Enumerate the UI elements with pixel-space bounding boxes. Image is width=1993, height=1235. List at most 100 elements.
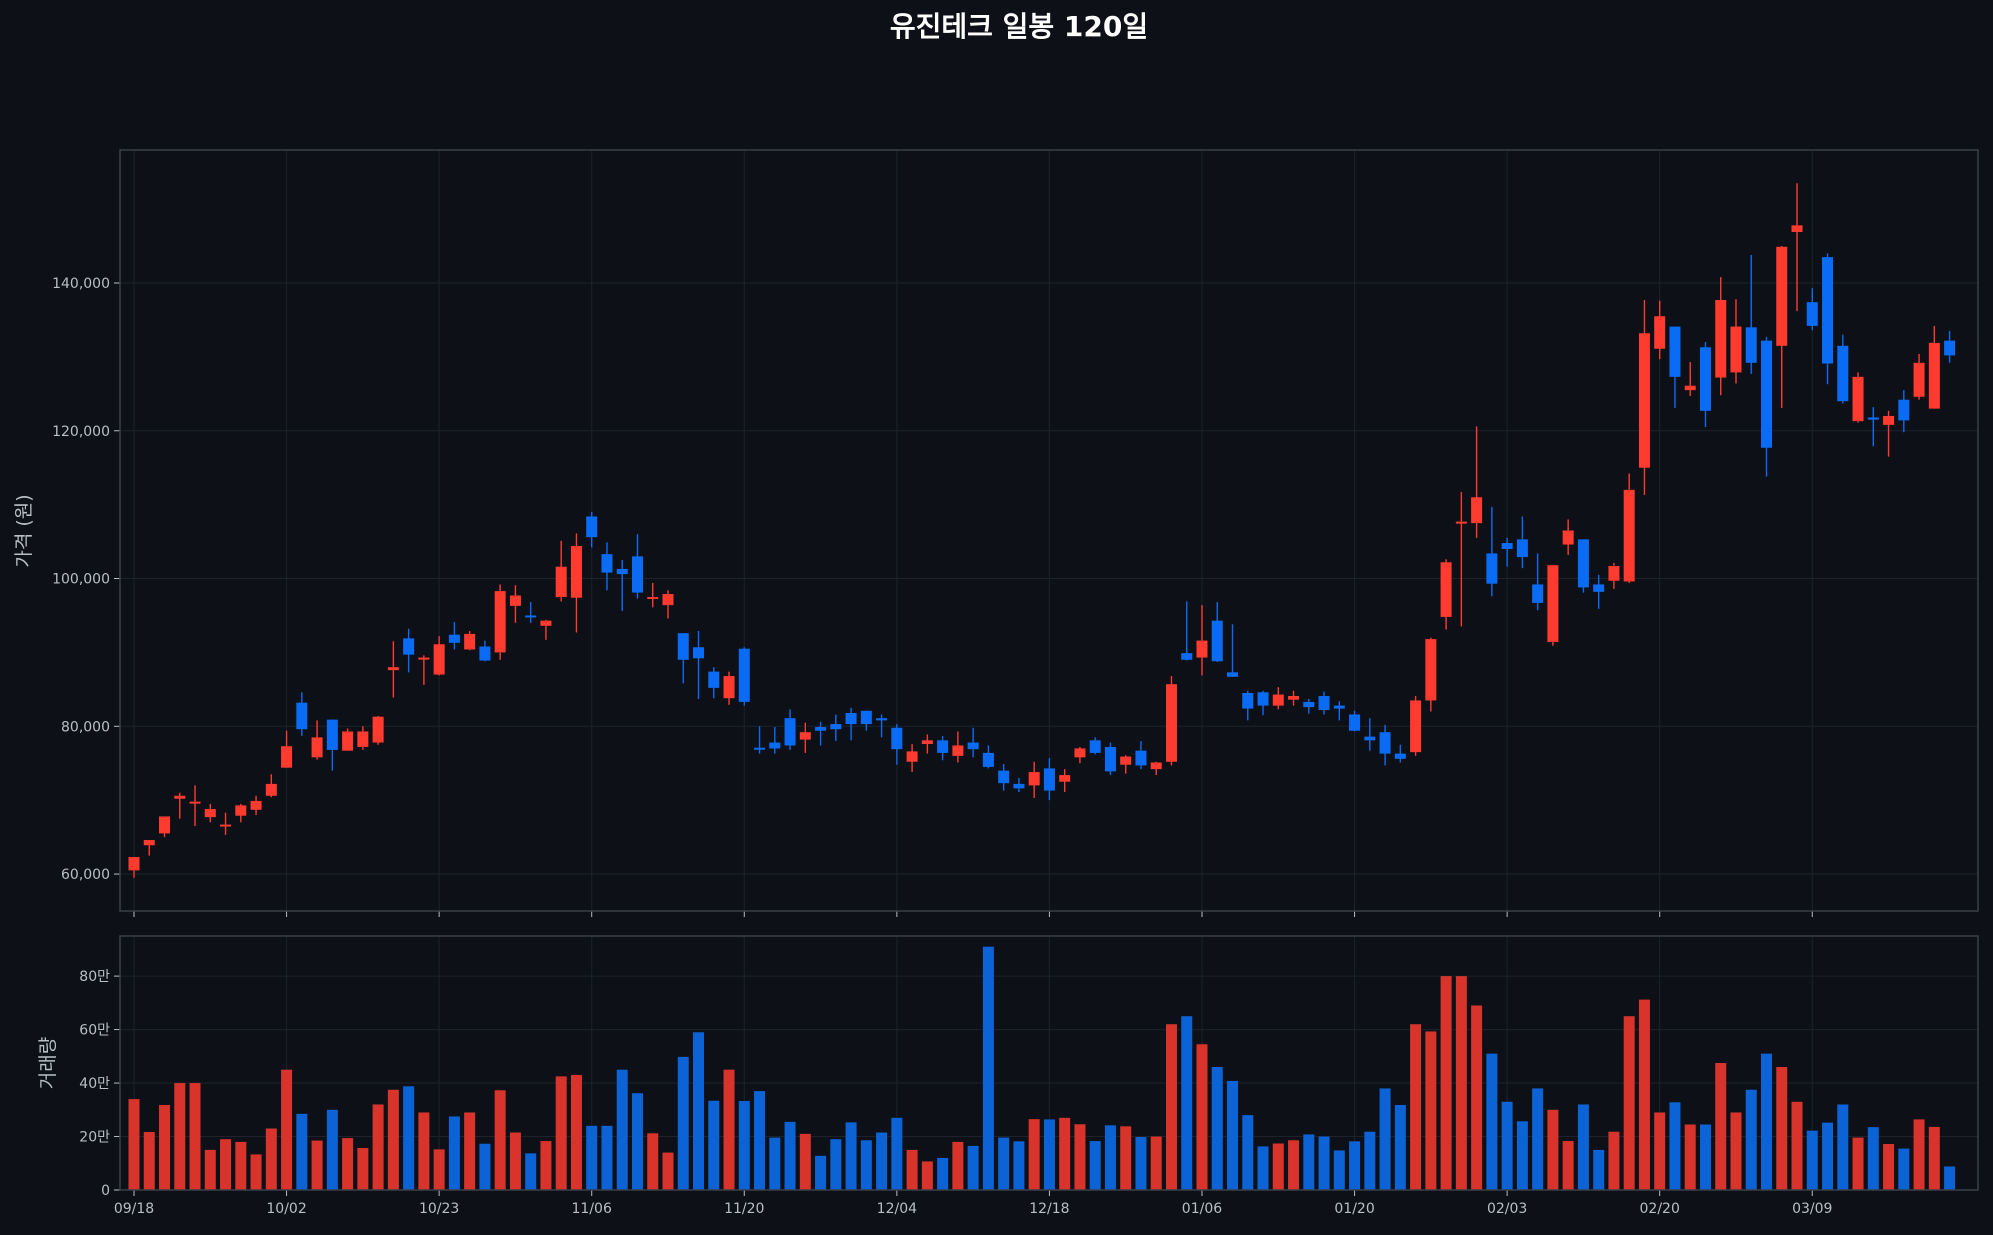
candle bbox=[1532, 553, 1544, 611]
volume-bar bbox=[1196, 1044, 1208, 1190]
volume-bar bbox=[1669, 1102, 1681, 1190]
volume-bar bbox=[876, 1132, 888, 1190]
candle bbox=[1364, 718, 1376, 751]
candle-body bbox=[1654, 316, 1666, 349]
volume-bar bbox=[1516, 1121, 1528, 1190]
volume-bar bbox=[1608, 1131, 1620, 1190]
volume-bar bbox=[494, 1090, 506, 1190]
volume-tick-label: 60만 bbox=[79, 1023, 110, 1039]
volume-bar bbox=[1013, 1141, 1025, 1190]
x-tick-label: 10/02 bbox=[266, 1201, 306, 1217]
candle-body bbox=[1516, 539, 1528, 558]
volume-bar bbox=[296, 1113, 308, 1190]
candle bbox=[1410, 695, 1422, 756]
volume-bar bbox=[433, 1149, 445, 1190]
candle bbox=[952, 731, 964, 763]
candle bbox=[891, 724, 903, 765]
candle bbox=[1562, 519, 1574, 555]
candle bbox=[982, 745, 994, 769]
candle-body bbox=[1715, 299, 1727, 378]
volume-bar bbox=[418, 1112, 430, 1190]
candle bbox=[1577, 539, 1589, 593]
candle bbox=[601, 542, 613, 591]
volume-bar bbox=[845, 1122, 857, 1190]
candle-body bbox=[448, 634, 460, 643]
volume-y-ticks: 0 20만 40만 60만 80만 bbox=[79, 969, 120, 1199]
volume-bar bbox=[1120, 1126, 1132, 1190]
candle-body bbox=[1242, 693, 1254, 709]
volume-bar bbox=[235, 1141, 247, 1190]
volume-bar bbox=[967, 1145, 979, 1190]
candle-body bbox=[494, 591, 506, 653]
candle bbox=[1806, 288, 1818, 331]
candle bbox=[159, 816, 171, 838]
volume-bar bbox=[1394, 1104, 1406, 1190]
volume-bar bbox=[1654, 1112, 1666, 1190]
candle bbox=[311, 720, 323, 760]
candle-body bbox=[1944, 340, 1956, 356]
x-ticks: 09/18 10/02 10/23 11/06 11/20 12/04 12/18 01/06… bbox=[114, 911, 1832, 1217]
candle-body bbox=[174, 795, 186, 799]
candle-body bbox=[1898, 399, 1910, 421]
candle bbox=[1776, 246, 1788, 408]
candle-body bbox=[1272, 694, 1284, 706]
candle bbox=[174, 792, 186, 819]
volume-bar bbox=[159, 1104, 171, 1190]
candle bbox=[1043, 758, 1055, 801]
volume-bar bbox=[1913, 1119, 1925, 1190]
volume-axis-label: 거래량 bbox=[37, 1037, 59, 1089]
volume-bar bbox=[1837, 1104, 1849, 1190]
candle bbox=[494, 584, 506, 660]
candle bbox=[372, 715, 384, 745]
volume-bar bbox=[1364, 1131, 1376, 1190]
volume-bar bbox=[357, 1148, 369, 1190]
candle-body bbox=[1303, 701, 1315, 708]
volume-bar bbox=[1852, 1137, 1864, 1190]
volume-bar bbox=[1104, 1125, 1116, 1190]
volume-bar bbox=[1257, 1146, 1269, 1190]
x-tick-label: 12/04 bbox=[877, 1201, 917, 1217]
candle-body bbox=[723, 676, 735, 699]
candle bbox=[1760, 336, 1772, 477]
candle-body bbox=[1196, 640, 1208, 658]
candle bbox=[525, 602, 537, 623]
volume-bar bbox=[1867, 1127, 1879, 1190]
candle-body bbox=[967, 742, 979, 750]
candle-body bbox=[754, 747, 766, 750]
candle-body bbox=[1562, 530, 1574, 545]
candle bbox=[1135, 741, 1147, 770]
volume-bar bbox=[1333, 1150, 1345, 1190]
candle bbox=[250, 795, 262, 815]
candle bbox=[1852, 372, 1864, 423]
candle-body bbox=[906, 751, 918, 762]
candle-body bbox=[693, 647, 705, 659]
volume-bar bbox=[1089, 1141, 1101, 1190]
volume-bar bbox=[799, 1133, 811, 1190]
candle bbox=[1486, 506, 1498, 597]
volume-bar bbox=[189, 1083, 201, 1190]
volume-bar bbox=[769, 1137, 781, 1190]
x-tick-label: 10/23 bbox=[419, 1201, 459, 1217]
volume-bar bbox=[1165, 1024, 1177, 1190]
candle bbox=[1593, 574, 1605, 609]
candle bbox=[128, 857, 140, 878]
candle-body bbox=[1730, 326, 1742, 373]
candle-body bbox=[1257, 692, 1269, 706]
candle-body bbox=[1471, 497, 1483, 524]
volume-bar bbox=[1822, 1122, 1834, 1190]
candle bbox=[143, 840, 155, 856]
candle bbox=[540, 619, 552, 640]
candle bbox=[1699, 342, 1711, 428]
candle-body bbox=[372, 716, 384, 743]
candle-body bbox=[1547, 565, 1559, 643]
candle-body bbox=[1349, 714, 1361, 731]
candle bbox=[448, 622, 460, 650]
candle-body bbox=[1822, 257, 1834, 364]
candle bbox=[1074, 746, 1086, 764]
volume-bar bbox=[1699, 1124, 1711, 1190]
candle bbox=[784, 709, 796, 750]
candle-body bbox=[1699, 347, 1711, 411]
volume-bar bbox=[693, 1032, 705, 1190]
candle bbox=[296, 692, 308, 736]
candle bbox=[708, 667, 720, 699]
